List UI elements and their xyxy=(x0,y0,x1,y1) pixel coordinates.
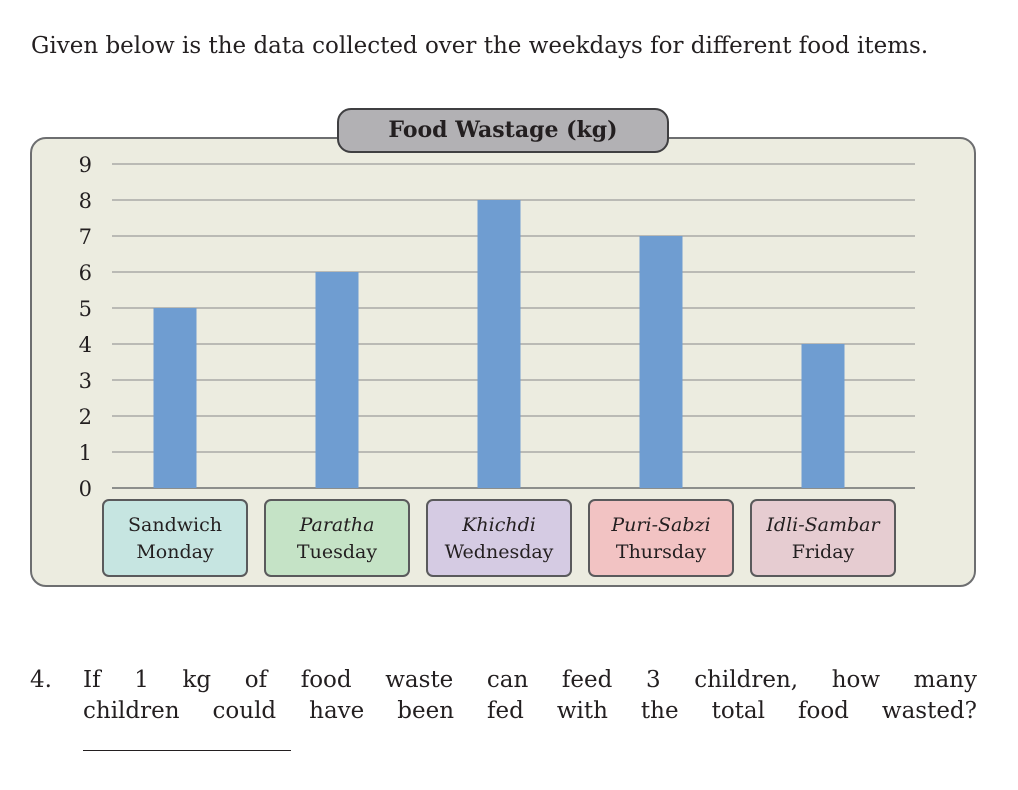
chart-title: Food Wastage (kg) xyxy=(337,108,669,153)
y-tick-label: 9 xyxy=(79,153,92,177)
food-label: Khichdi xyxy=(462,514,536,536)
bars xyxy=(153,200,845,488)
answer-blank[interactable] xyxy=(83,750,291,751)
y-axis-ticks: 0 1 2 3 4 5 6 7 8 9 xyxy=(79,153,92,501)
category-box-monday: Sandwich Monday xyxy=(102,499,248,577)
food-label: Puri-Sabzi xyxy=(611,514,711,536)
category-box-thursday: Puri-Sabzi Thursday xyxy=(588,499,734,577)
y-tick-label: 5 xyxy=(79,297,92,321)
bar-thursday xyxy=(639,236,683,488)
food-label: Sandwich xyxy=(128,514,222,536)
question-number: 4. xyxy=(30,667,52,693)
y-tick-label: 4 xyxy=(79,333,92,357)
y-tick-label: 8 xyxy=(79,189,92,213)
day-label: Monday xyxy=(136,541,214,563)
question-line-2: children could have been fed with the to… xyxy=(83,698,977,724)
food-label: Paratha xyxy=(299,514,375,536)
y-tick-label: 3 xyxy=(79,369,92,393)
y-tick-label: 6 xyxy=(79,261,92,285)
day-label: Friday xyxy=(791,541,855,563)
bar-friday xyxy=(801,344,845,488)
y-tick-label: 1 xyxy=(79,441,92,465)
bar-wednesday xyxy=(477,200,521,488)
category-box-tuesday: Paratha Tuesday xyxy=(264,499,410,577)
category-box-wednesday: Khichdi Wednesday xyxy=(426,499,572,577)
intro-text: Given below is the data collected over t… xyxy=(31,33,929,59)
y-tick-label: 2 xyxy=(79,405,92,429)
day-label: Tuesday xyxy=(296,541,378,563)
bar-tuesday xyxy=(315,272,359,488)
day-label: Thursday xyxy=(615,541,707,563)
day-label: Wednesday xyxy=(444,541,554,563)
bar-monday xyxy=(153,308,197,488)
y-tick-label: 0 xyxy=(79,477,92,501)
question-line-1: If 1 kg of food waste can feed 3 childre… xyxy=(83,667,977,693)
y-tick-label: 7 xyxy=(79,225,92,249)
category-box-friday: Idli-Sambar Friday xyxy=(750,499,896,577)
food-label: Idli-Sambar xyxy=(766,514,880,536)
